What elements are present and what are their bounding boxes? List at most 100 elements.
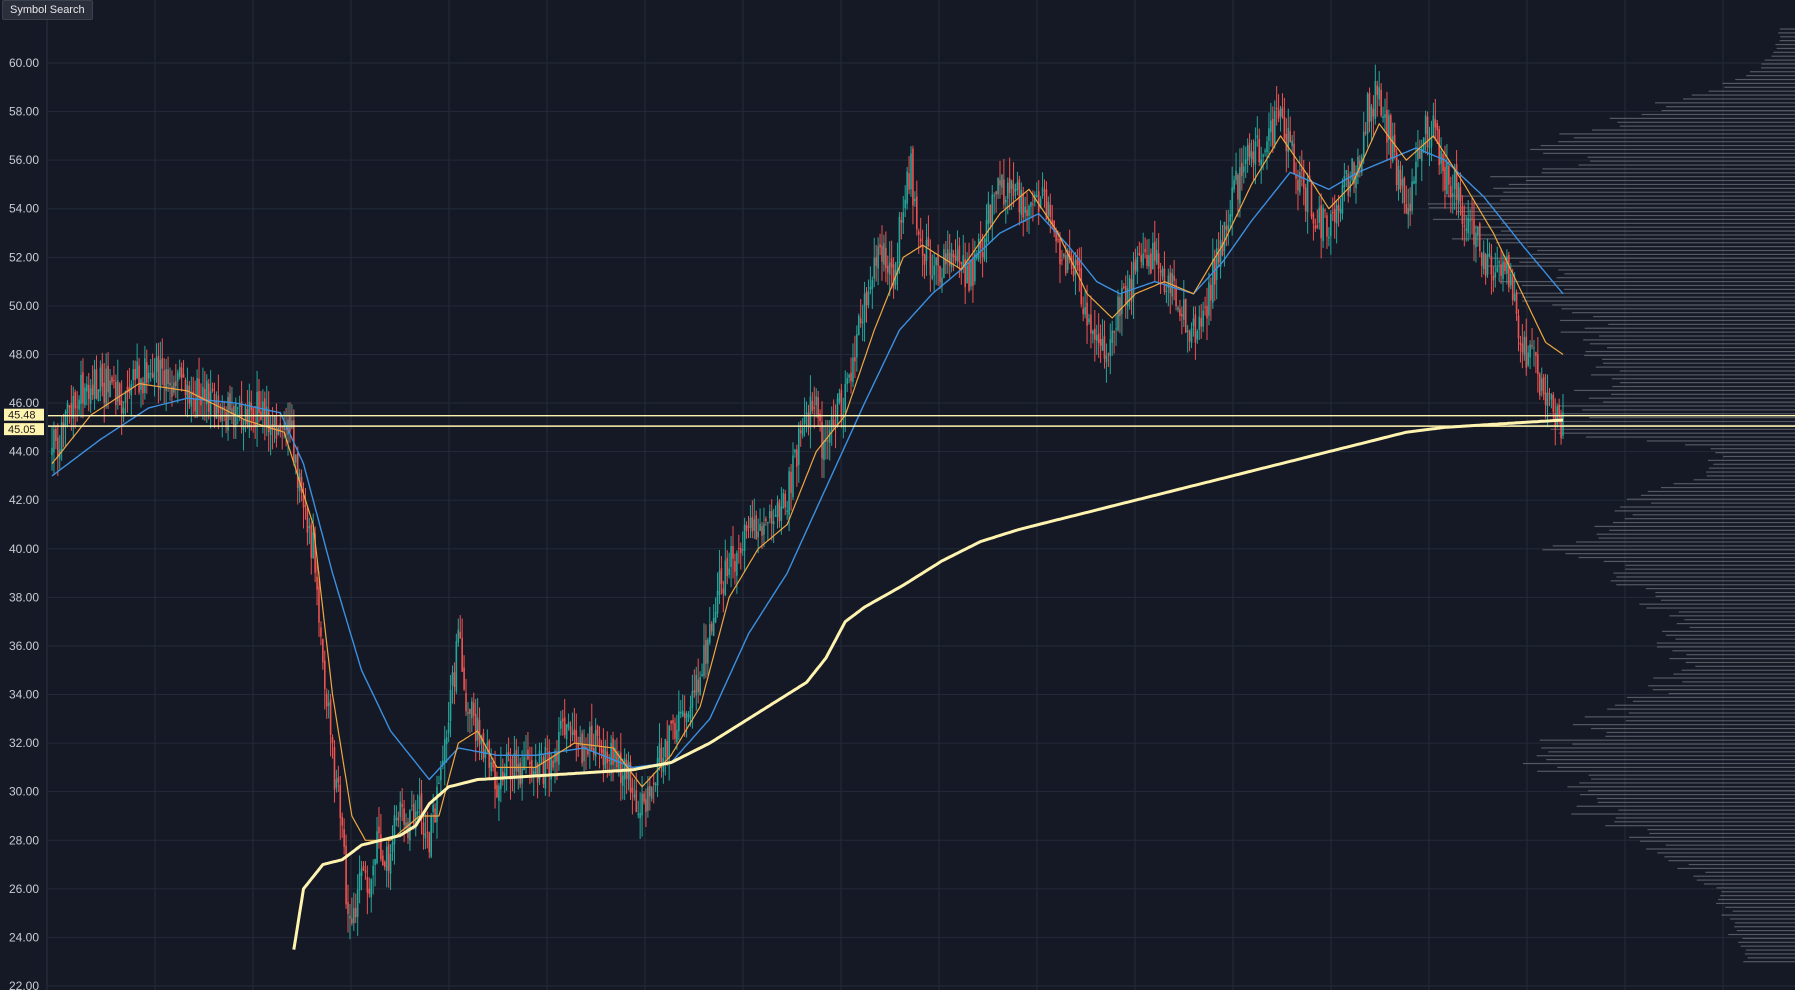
candle-body <box>1351 158 1353 181</box>
price-tag-bg <box>4 423 44 436</box>
candle-body <box>645 799 647 812</box>
candle-body <box>1012 183 1015 196</box>
candle-body <box>1397 165 1400 190</box>
volume-profile-bar <box>1693 479 1795 481</box>
volume-profile-bar <box>1724 86 1795 88</box>
candle-body <box>329 699 332 735</box>
candle-body <box>147 372 150 379</box>
candle-body <box>1179 309 1181 316</box>
candle-body <box>705 640 707 664</box>
candle-body <box>478 720 481 745</box>
candle-body <box>291 420 293 429</box>
candle-body <box>1438 129 1440 166</box>
candle-body <box>654 783 657 785</box>
candle-body <box>252 408 255 422</box>
candle-body <box>1386 109 1388 143</box>
price-tag-bg <box>4 408 44 421</box>
volume-profile-bar <box>1556 277 1795 279</box>
candle-body <box>1540 378 1543 391</box>
candle-body <box>1198 316 1201 330</box>
candle-body <box>1241 162 1243 177</box>
candle-body <box>784 493 787 508</box>
candle-body <box>215 400 218 419</box>
candle-body <box>87 384 90 400</box>
candle-body <box>453 672 456 688</box>
candle-body <box>1316 225 1319 228</box>
volume-profile-bar <box>1626 498 1795 500</box>
volume-profile-bar <box>1720 895 1795 897</box>
candle-body <box>265 406 268 428</box>
volume-profile-bar <box>1607 708 1795 710</box>
volume-profile-bar <box>1537 770 1795 772</box>
candle-body <box>883 243 885 265</box>
candle-body <box>188 385 191 404</box>
volume-profile-bar <box>1641 113 1795 116</box>
candle-body <box>1304 187 1307 212</box>
candle-body <box>459 631 462 639</box>
candle-body <box>1121 287 1123 315</box>
candle-body <box>977 238 980 260</box>
candle-body <box>1175 285 1177 307</box>
candle-body <box>1523 336 1526 356</box>
candle-body <box>738 548 740 550</box>
candle-body <box>412 803 415 825</box>
volume-profile-bar <box>1653 677 1795 679</box>
candle-body <box>1082 308 1084 315</box>
candle-body <box>577 742 580 748</box>
candle-body <box>935 257 937 266</box>
candle-body <box>1506 256 1508 274</box>
candle-body <box>1436 123 1439 131</box>
candle-body <box>755 515 758 539</box>
candle-body <box>1035 195 1038 197</box>
candle-body <box>366 877 369 893</box>
candle-body <box>1283 116 1286 139</box>
candle-body <box>76 406 78 408</box>
candle-body <box>596 725 599 736</box>
candle-body <box>1426 116 1429 147</box>
candle-body <box>130 384 133 396</box>
candle-body <box>1473 219 1475 245</box>
volume-profile-bar <box>1525 179 1795 182</box>
volume-profile-bar <box>1668 860 1795 862</box>
candle-body <box>995 191 997 195</box>
symbol-search-button[interactable]: Symbol Search <box>2 0 93 20</box>
candle-body <box>1378 87 1381 100</box>
candle-body <box>1047 201 1050 216</box>
candle-body <box>171 386 173 397</box>
candle-body <box>1124 285 1127 305</box>
candle-body <box>1446 162 1448 195</box>
candle-body <box>681 710 684 717</box>
candle-body <box>64 411 67 427</box>
candle-body <box>726 557 729 577</box>
candle-body <box>86 384 88 392</box>
volume-profile-bar <box>1474 226 1795 228</box>
candle-body <box>923 254 926 265</box>
candle-body <box>482 733 485 759</box>
candle-body <box>821 421 823 459</box>
volume-profile-bar <box>1591 778 1795 780</box>
volume-profile-bar <box>1725 906 1795 908</box>
candle-body <box>1080 268 1083 305</box>
candle-body <box>548 751 551 776</box>
candle-body <box>550 758 552 780</box>
candle-body <box>1155 250 1158 264</box>
volume-profile-bar <box>1683 98 1795 100</box>
candle-body <box>840 389 843 422</box>
candle-body <box>722 588 725 594</box>
candle-body <box>1337 205 1340 211</box>
candle-body <box>1016 182 1019 191</box>
volume-profile-bar <box>1564 273 1795 275</box>
candle-body <box>503 773 506 777</box>
volume-profile-bar <box>1689 626 1795 629</box>
candle-body <box>194 398 196 412</box>
candle-body <box>743 524 746 551</box>
candle-body <box>432 804 434 812</box>
candle-body <box>801 428 804 436</box>
horizontal-levels: 45.48 45.05 <box>4 408 1795 436</box>
candle-body <box>428 832 431 853</box>
volume-profile-bar <box>1780 36 1795 38</box>
volume-profile-bar <box>1489 257 1795 259</box>
y-tick-label: 54.00 <box>9 202 39 216</box>
